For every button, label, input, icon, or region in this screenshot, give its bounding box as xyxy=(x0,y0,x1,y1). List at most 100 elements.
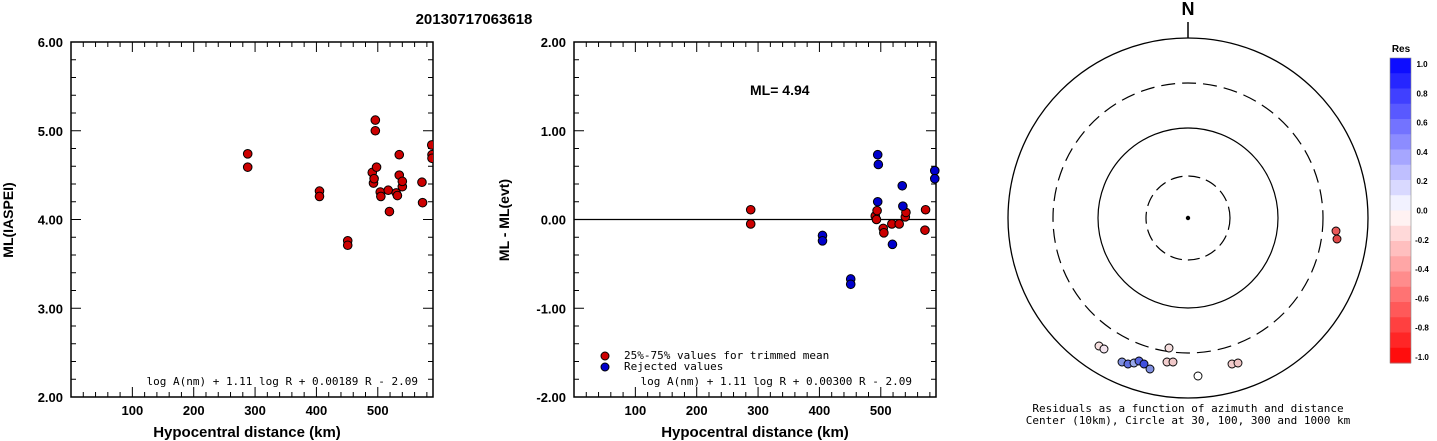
left-data-point xyxy=(371,162,382,172)
middle-rejected-point xyxy=(873,159,884,170)
left-data-point xyxy=(397,176,408,187)
polar-caption-line2: Center (10km), Circle at 30, 100, 300 an… xyxy=(1026,414,1351,427)
legend-red-marker xyxy=(600,351,610,361)
left-xtick-label: 200 xyxy=(183,403,205,418)
colorbar: Res 1.0 0.8 0.6 0.4 0.2 0.0 -0.2 -0.4 -0.6 -0.8 -1… xyxy=(1389,44,1429,364)
middle-ytick-label: 1.00 xyxy=(541,124,566,139)
middle-xtick-label: 200 xyxy=(686,403,708,418)
middle-trimmed-point xyxy=(894,219,904,229)
station-residual-marker xyxy=(1168,357,1178,367)
colorbar-cell xyxy=(1390,225,1411,242)
colorbar-frame xyxy=(1389,57,1412,364)
north-label: N xyxy=(1182,0,1195,19)
station-residual-marker xyxy=(1164,343,1174,353)
legend-blue-marker xyxy=(600,362,610,372)
left-data-point xyxy=(417,197,428,208)
middle-trimmed-point xyxy=(871,214,882,225)
colorbar-cell xyxy=(1390,180,1411,196)
middle-rejected-point xyxy=(872,196,883,207)
station-residual-marker xyxy=(1331,226,1341,236)
middle-rejected-point xyxy=(817,236,828,246)
left-xtick-label: 400 xyxy=(306,403,328,418)
colorbar-cell xyxy=(1390,119,1411,135)
colorbar-label: -0.4 xyxy=(1415,265,1429,274)
polar-panel: N Residuals as a function of azimuth and… xyxy=(1007,0,1369,427)
colorbar-cell xyxy=(1390,210,1411,227)
middle-ytick-label: 2.00 xyxy=(541,35,566,50)
colorbar-cell xyxy=(1390,103,1411,120)
colorbar-cell xyxy=(1390,195,1411,211)
middle-xtick-label: 300 xyxy=(747,403,769,418)
colorbar-label: 0.6 xyxy=(1416,119,1428,128)
middle-rejected-point xyxy=(872,149,883,160)
middle-panel: Hypocentral distance (km) ML - ML(evt) M… xyxy=(496,35,940,441)
station-residual-marker xyxy=(1193,371,1203,381)
middle-trimmed-point xyxy=(879,228,889,238)
left-data-point xyxy=(370,125,381,136)
colorbar-label: -1.0 xyxy=(1415,353,1429,362)
ring-30km xyxy=(1145,175,1231,261)
left-plot-frame xyxy=(70,41,434,398)
left-ytick-label: 6.00 xyxy=(38,35,63,50)
left-data-point xyxy=(242,162,253,172)
left-data-point xyxy=(427,153,433,164)
colorbar-cell xyxy=(1390,88,1411,105)
left-xtick-label: 100 xyxy=(122,403,144,418)
colorbar-label: 1.0 xyxy=(1416,60,1428,69)
left-xtick-label: 500 xyxy=(367,403,389,418)
station-residual-marker xyxy=(1139,359,1149,369)
colorbar-cell xyxy=(1390,134,1411,150)
middle-xtick-label: 500 xyxy=(870,403,892,418)
station-residual-marker xyxy=(1233,358,1243,368)
colorbar-cell xyxy=(1390,256,1411,272)
left-data-point xyxy=(384,206,395,217)
middle-trimmed-point xyxy=(872,205,882,216)
middle-trimmed-point xyxy=(920,204,931,215)
left-ytick-label: 2.00 xyxy=(38,390,63,405)
colorbar-cell xyxy=(1390,164,1411,181)
left-data-point xyxy=(392,190,403,201)
middle-ytick-label: -1.00 xyxy=(536,301,566,316)
polar-caption-line1: Residuals as a function of azimuth and d… xyxy=(1032,402,1343,415)
left-data-point xyxy=(417,177,427,188)
middle-xtick-label: 100 xyxy=(625,403,647,418)
colorbar-label: -0.8 xyxy=(1415,324,1429,333)
left-data-point xyxy=(426,140,433,150)
left-data-point xyxy=(370,115,381,125)
middle-ylabel: ML - ML(evt) xyxy=(496,179,512,261)
left-formula: log A(nm) + 1.11 log R + 0.00189 R - 2.0… xyxy=(146,375,418,388)
ring-1000km xyxy=(1007,37,1369,399)
station-residual-marker xyxy=(1099,344,1109,354)
left-data-point xyxy=(242,149,253,159)
left-data-point xyxy=(376,191,386,202)
ring-100km xyxy=(1097,127,1279,309)
colorbar-label: 0.0 xyxy=(1416,207,1428,216)
colorbar-label: -0.2 xyxy=(1415,236,1429,245)
left-data-point xyxy=(369,173,379,184)
colorbar-cell xyxy=(1390,73,1411,89)
legend-red-label: 25%-75% values for trimmed mean xyxy=(624,349,829,362)
middle-rejected-point xyxy=(897,180,908,191)
center-dot xyxy=(1185,215,1191,221)
middle-ytick-label: -2.00 xyxy=(536,390,566,405)
colorbar-label: -0.6 xyxy=(1415,294,1429,303)
middle-rejected-point xyxy=(887,239,898,250)
left-data-point xyxy=(342,240,353,251)
middle-rejected-point xyxy=(898,201,908,211)
left-xtick-label: 300 xyxy=(244,403,266,418)
left-ytick-label: 5.00 xyxy=(38,124,63,139)
colorbar-cell xyxy=(1390,149,1411,166)
middle-rejected-point xyxy=(929,173,940,184)
colorbar-cell xyxy=(1390,58,1411,74)
left-xlabel: Hypocentral distance (km) xyxy=(153,424,341,441)
left-panel: Hypocentral distance (km) ML(IASPEI) log… xyxy=(0,35,434,441)
colorbar-cell xyxy=(1390,302,1411,318)
colorbar-cell xyxy=(1390,332,1411,349)
left-data-point xyxy=(383,185,394,196)
middle-rejected-point xyxy=(929,165,940,176)
colorbar-cell xyxy=(1390,271,1411,288)
ring-300km xyxy=(1052,82,1324,354)
colorbar-cell xyxy=(1390,347,1411,364)
left-ytick-label: 4.00 xyxy=(38,213,63,228)
